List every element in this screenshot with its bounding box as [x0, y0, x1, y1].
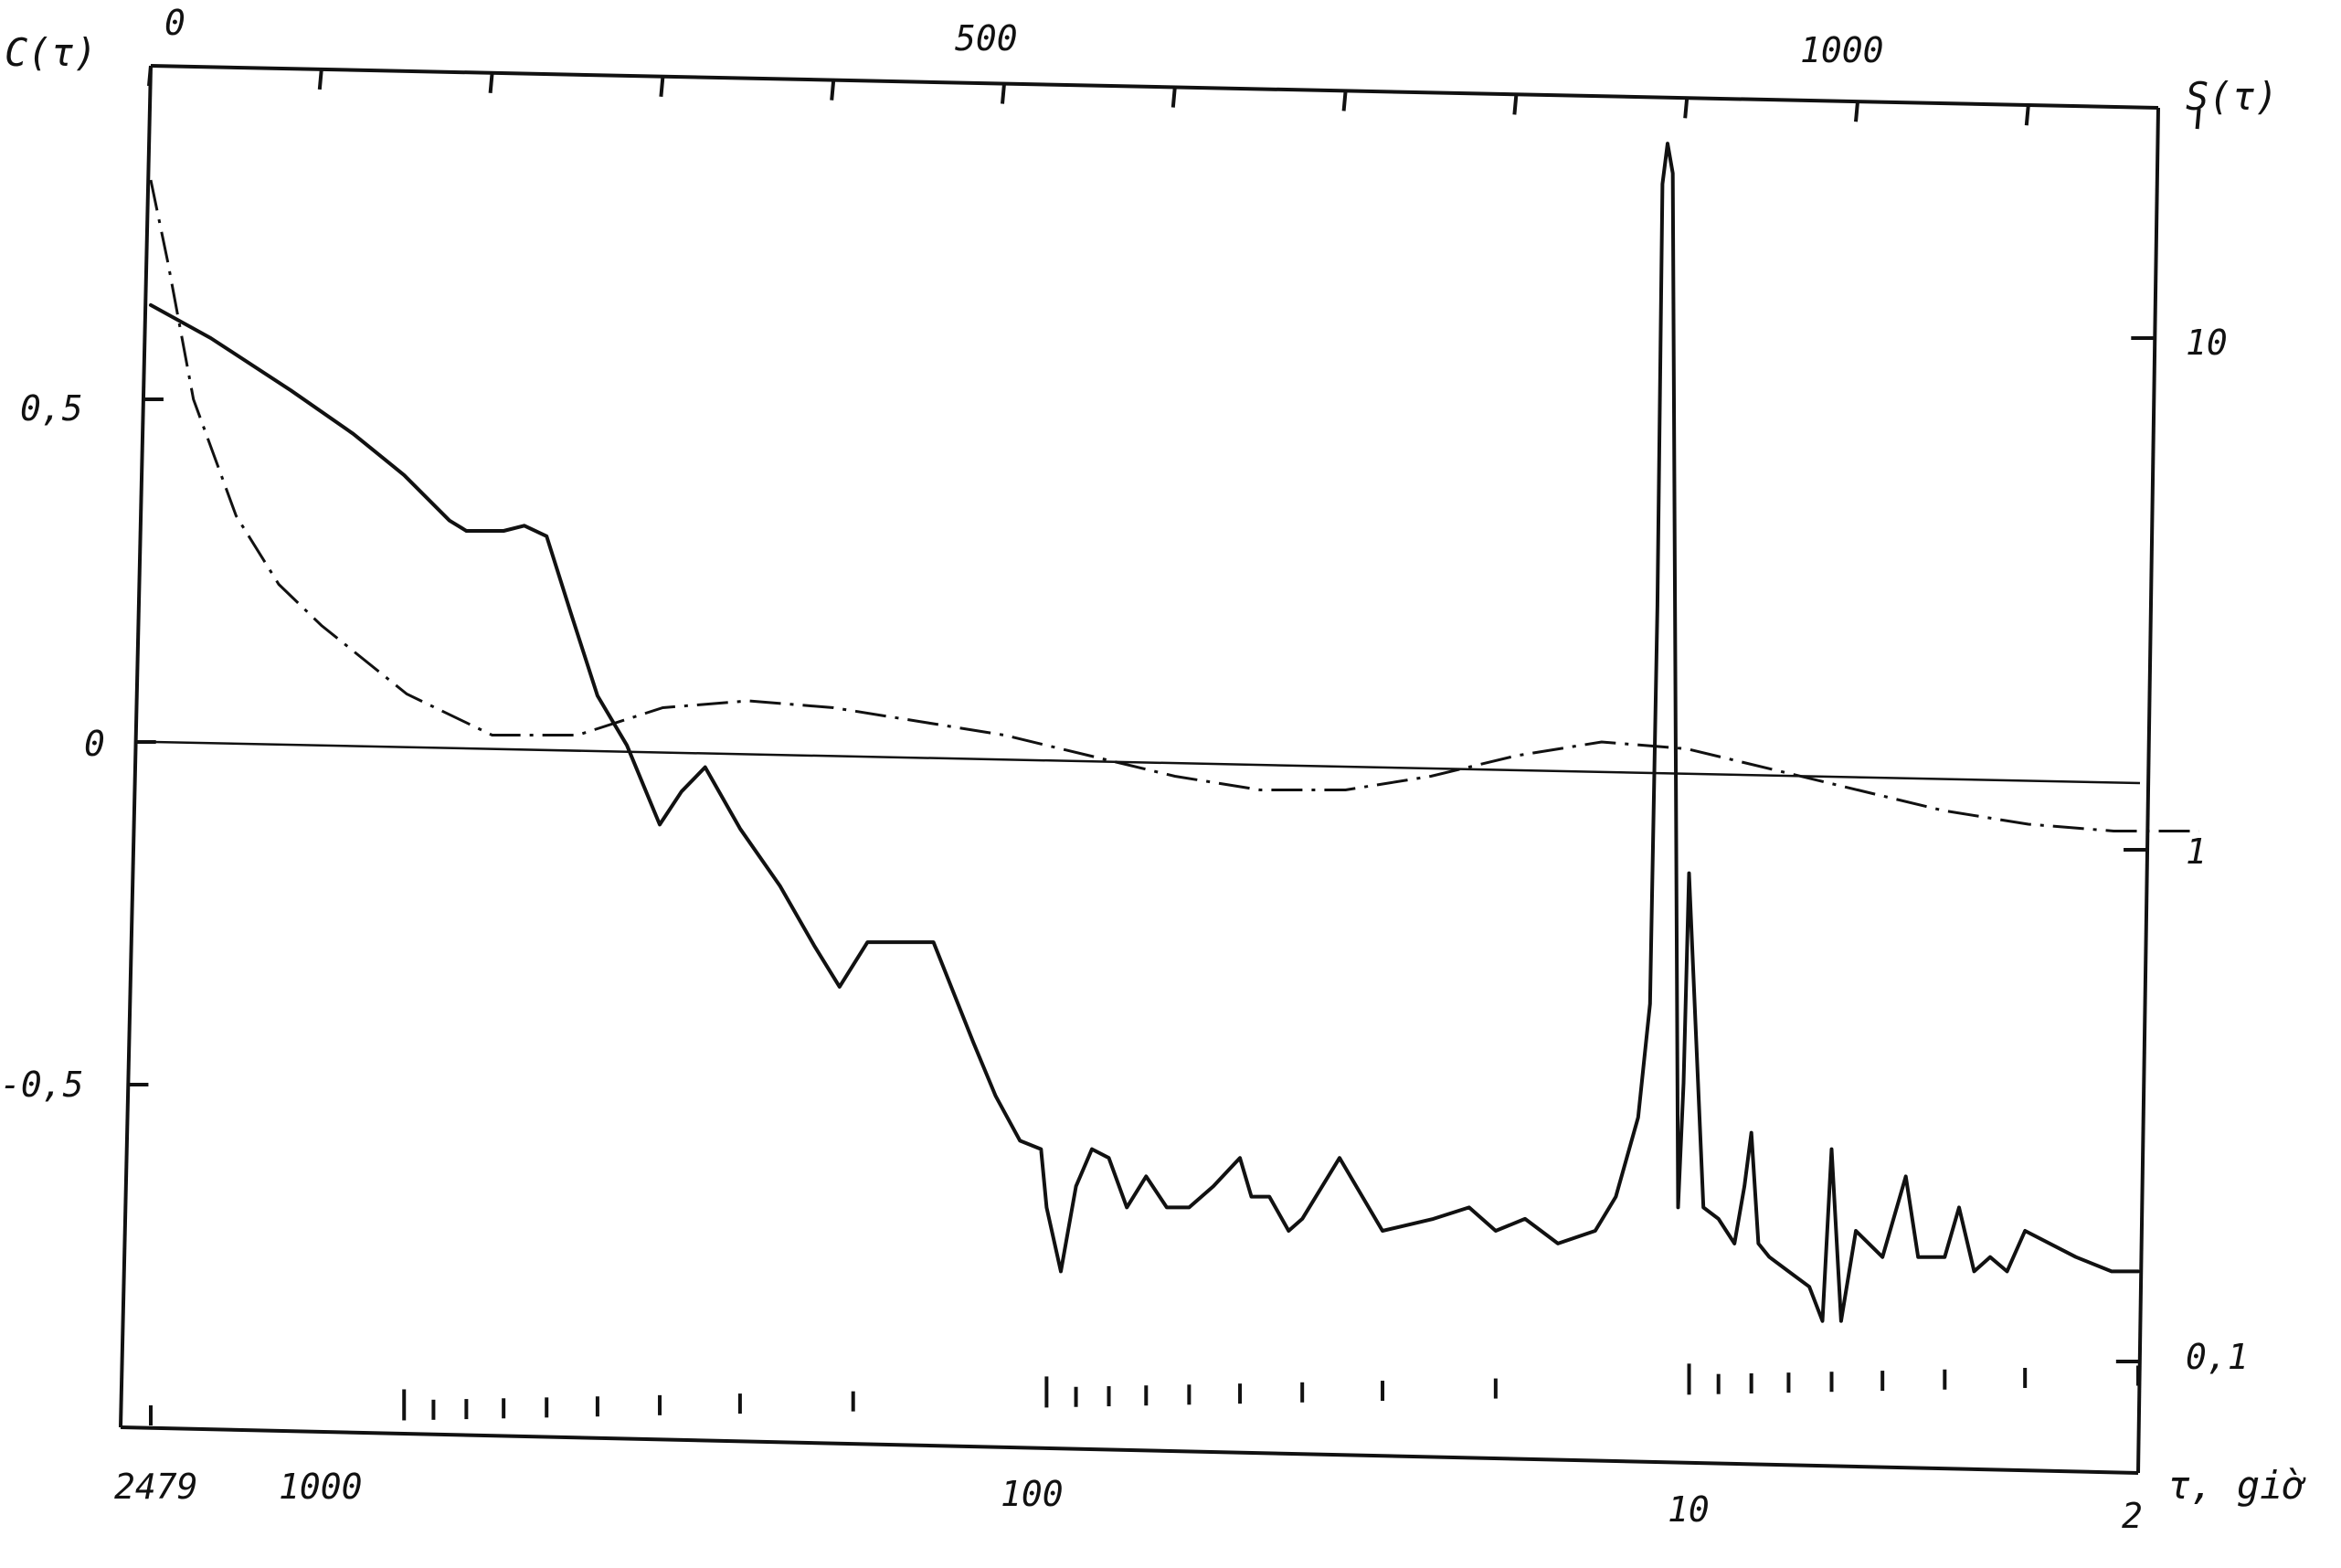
chart-frame	[119, 64, 2160, 1475]
top-tick	[1683, 98, 1690, 119]
chart-series	[149, 142, 2199, 1323]
top-tick	[317, 69, 323, 90]
axis-tick-labels: 0 500 1000 0,5 0 -0,5 10 1 0,1 2479 1000 100 10 2	[0, 3, 2249, 1536]
top-tick	[830, 79, 836, 101]
right-axis-line	[2136, 107, 2160, 1474]
left-tick-label: 0,5	[20, 388, 83, 429]
top-tick-label: 1000	[1800, 30, 1884, 70]
series-line-spectrum	[149, 142, 2140, 1323]
bottom-tick-label: 100	[1001, 1474, 1064, 1514]
zero-line	[153, 740, 2141, 785]
bottom-tick-label: 1000	[279, 1467, 363, 1507]
top-tick	[1170, 87, 1177, 108]
left-tick-label: -0,5	[0, 1065, 84, 1105]
top-tick-label: 500	[955, 18, 1018, 58]
right-tick-label: 0,1	[2186, 1337, 2249, 1377]
bottom-axis-title: τ, giờ	[2167, 1463, 2306, 1508]
top-tick	[1341, 90, 1348, 111]
top-tick	[1512, 94, 1519, 115]
right-axis-title: S(τ)	[2186, 74, 2278, 119]
left-axis-title: C(τ)	[5, 30, 97, 75]
bottom-axis-line	[120, 1425, 2139, 1475]
axis-ticks	[128, 65, 2201, 1425]
top-tick	[659, 76, 665, 97]
bottom-tick-label: 2	[2122, 1496, 2143, 1536]
top-tick	[1001, 83, 1006, 104]
top-tick	[147, 65, 153, 87]
series-line-correlation	[149, 179, 2199, 832]
bottom-tick-label: 2479	[114, 1467, 198, 1507]
right-tick-label: 1	[2186, 832, 2207, 872]
left-axis-line	[119, 65, 153, 1428]
left-tick-label: 0	[84, 724, 105, 764]
top-tick	[1854, 101, 1859, 122]
right-tick-label: 10	[2186, 323, 2228, 363]
bottom-tick-label: 10	[1668, 1489, 1710, 1530]
top-tick	[488, 72, 494, 94]
top-axis-line	[150, 64, 2159, 110]
top-tick-label: 0	[164, 3, 185, 43]
top-tick	[2024, 104, 2030, 126]
top-tick	[2195, 108, 2201, 130]
